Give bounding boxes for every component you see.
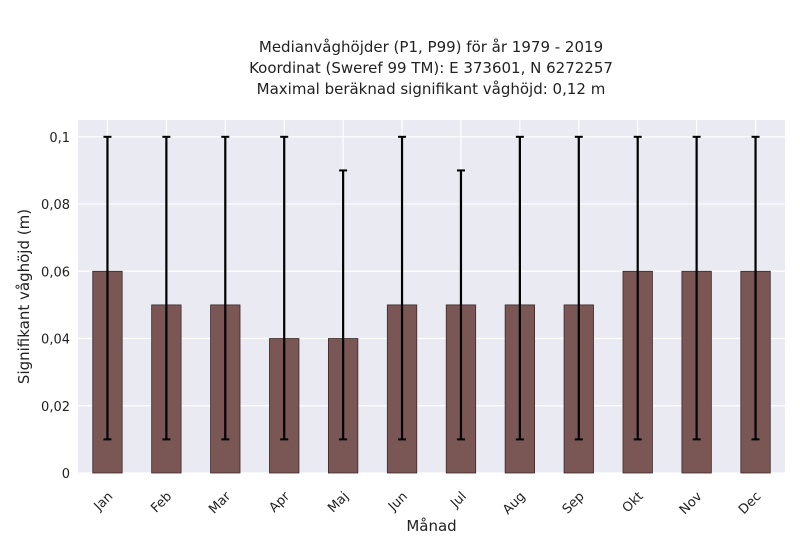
x-tick-label: Dec xyxy=(736,489,764,517)
x-tick-label: Jan xyxy=(91,489,116,514)
error-bars xyxy=(103,135,760,441)
error-bar-sep xyxy=(574,135,583,441)
y-tick-label: 0 xyxy=(62,467,70,482)
x-tick-label: Mar xyxy=(206,489,234,517)
x-tick-label: Nov xyxy=(677,489,706,518)
error-bar-feb xyxy=(162,135,171,441)
x-tick-label: Maj xyxy=(325,489,352,516)
chart-title: Medianvåghöjder (P1, P99) för år 1979 - … xyxy=(249,38,613,98)
x-tick-label: Jul xyxy=(447,489,469,511)
error-bar-nov xyxy=(692,135,701,441)
plot-area xyxy=(78,120,785,473)
error-bar-apr xyxy=(280,135,289,441)
x-axis-label: Månad xyxy=(406,517,456,535)
error-bar-jul xyxy=(456,169,465,441)
y-tick-label: 0,02 xyxy=(41,400,70,415)
x-axis-ticks: Jan Feb Mar Apr Maj Jun Jul Aug Sep Okt Nov Dec xyxy=(91,489,765,518)
y-axis-ticks: 0 0,02 0,04 0,06 0,08 0,1 xyxy=(41,131,70,482)
error-bar-dec xyxy=(751,135,760,441)
x-tick-label: Okt xyxy=(620,489,647,516)
error-bar-okt xyxy=(633,135,642,441)
error-bar-mar xyxy=(221,135,230,441)
x-tick-label: Jun xyxy=(385,489,411,515)
y-tick-label: 0,06 xyxy=(41,265,70,280)
x-tick-label: Sep xyxy=(560,489,588,517)
x-tick-label: Feb xyxy=(148,489,175,516)
y-tick-label: 0,04 xyxy=(41,333,70,348)
error-bar-aug xyxy=(515,135,524,441)
x-tick-label: Apr xyxy=(267,489,294,516)
error-bar-jun xyxy=(398,135,407,441)
x-tick-label: Aug xyxy=(500,489,529,518)
y-tick-label: 0,08 xyxy=(41,198,70,213)
y-axis-label: Signifikant våghöjd (m) xyxy=(15,209,33,384)
y-tick-label: 0,1 xyxy=(49,131,70,146)
title-line-2: Koordinat (Sweref 99 TM): E 373601, N 62… xyxy=(249,59,613,77)
title-line-1: Medianvåghöjder (P1, P99) för år 1979 - … xyxy=(259,38,603,56)
error-bar-maj xyxy=(339,169,348,441)
title-line-3: Maximal beräknad signifikant våghöjd: 0,… xyxy=(257,80,606,98)
error-bar-jan xyxy=(103,135,112,441)
